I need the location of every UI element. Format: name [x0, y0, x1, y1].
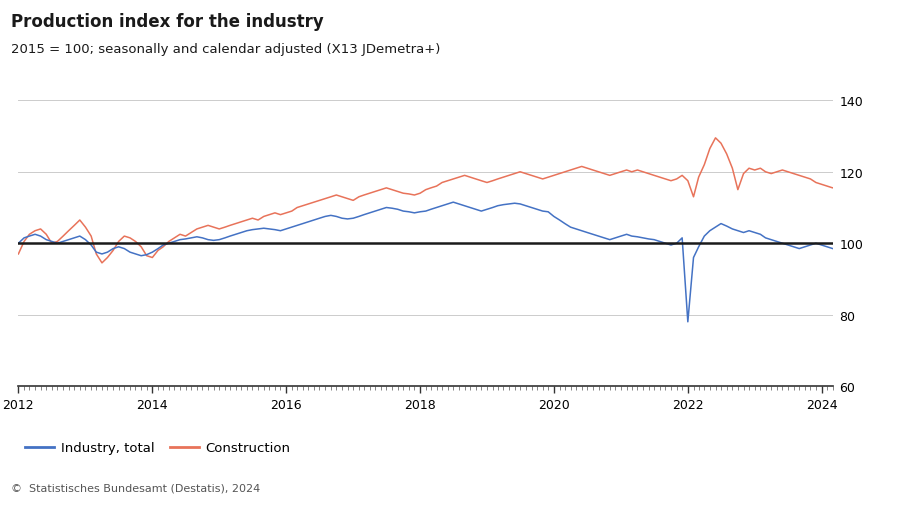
Text: ©  Statistisches Bundesamt (Destatis), 2024: © Statistisches Bundesamt (Destatis), 20… — [11, 482, 260, 492]
Text: Production index for the industry: Production index for the industry — [11, 13, 323, 31]
Legend: Industry, total, Construction: Industry, total, Construction — [25, 441, 290, 454]
Line: Industry, total: Industry, total — [18, 203, 919, 322]
Line: Construction: Construction — [18, 138, 919, 263]
Text: 2015 = 100; seasonally and calendar adjusted (X13 JDemetra+): 2015 = 100; seasonally and calendar adju… — [11, 43, 440, 56]
